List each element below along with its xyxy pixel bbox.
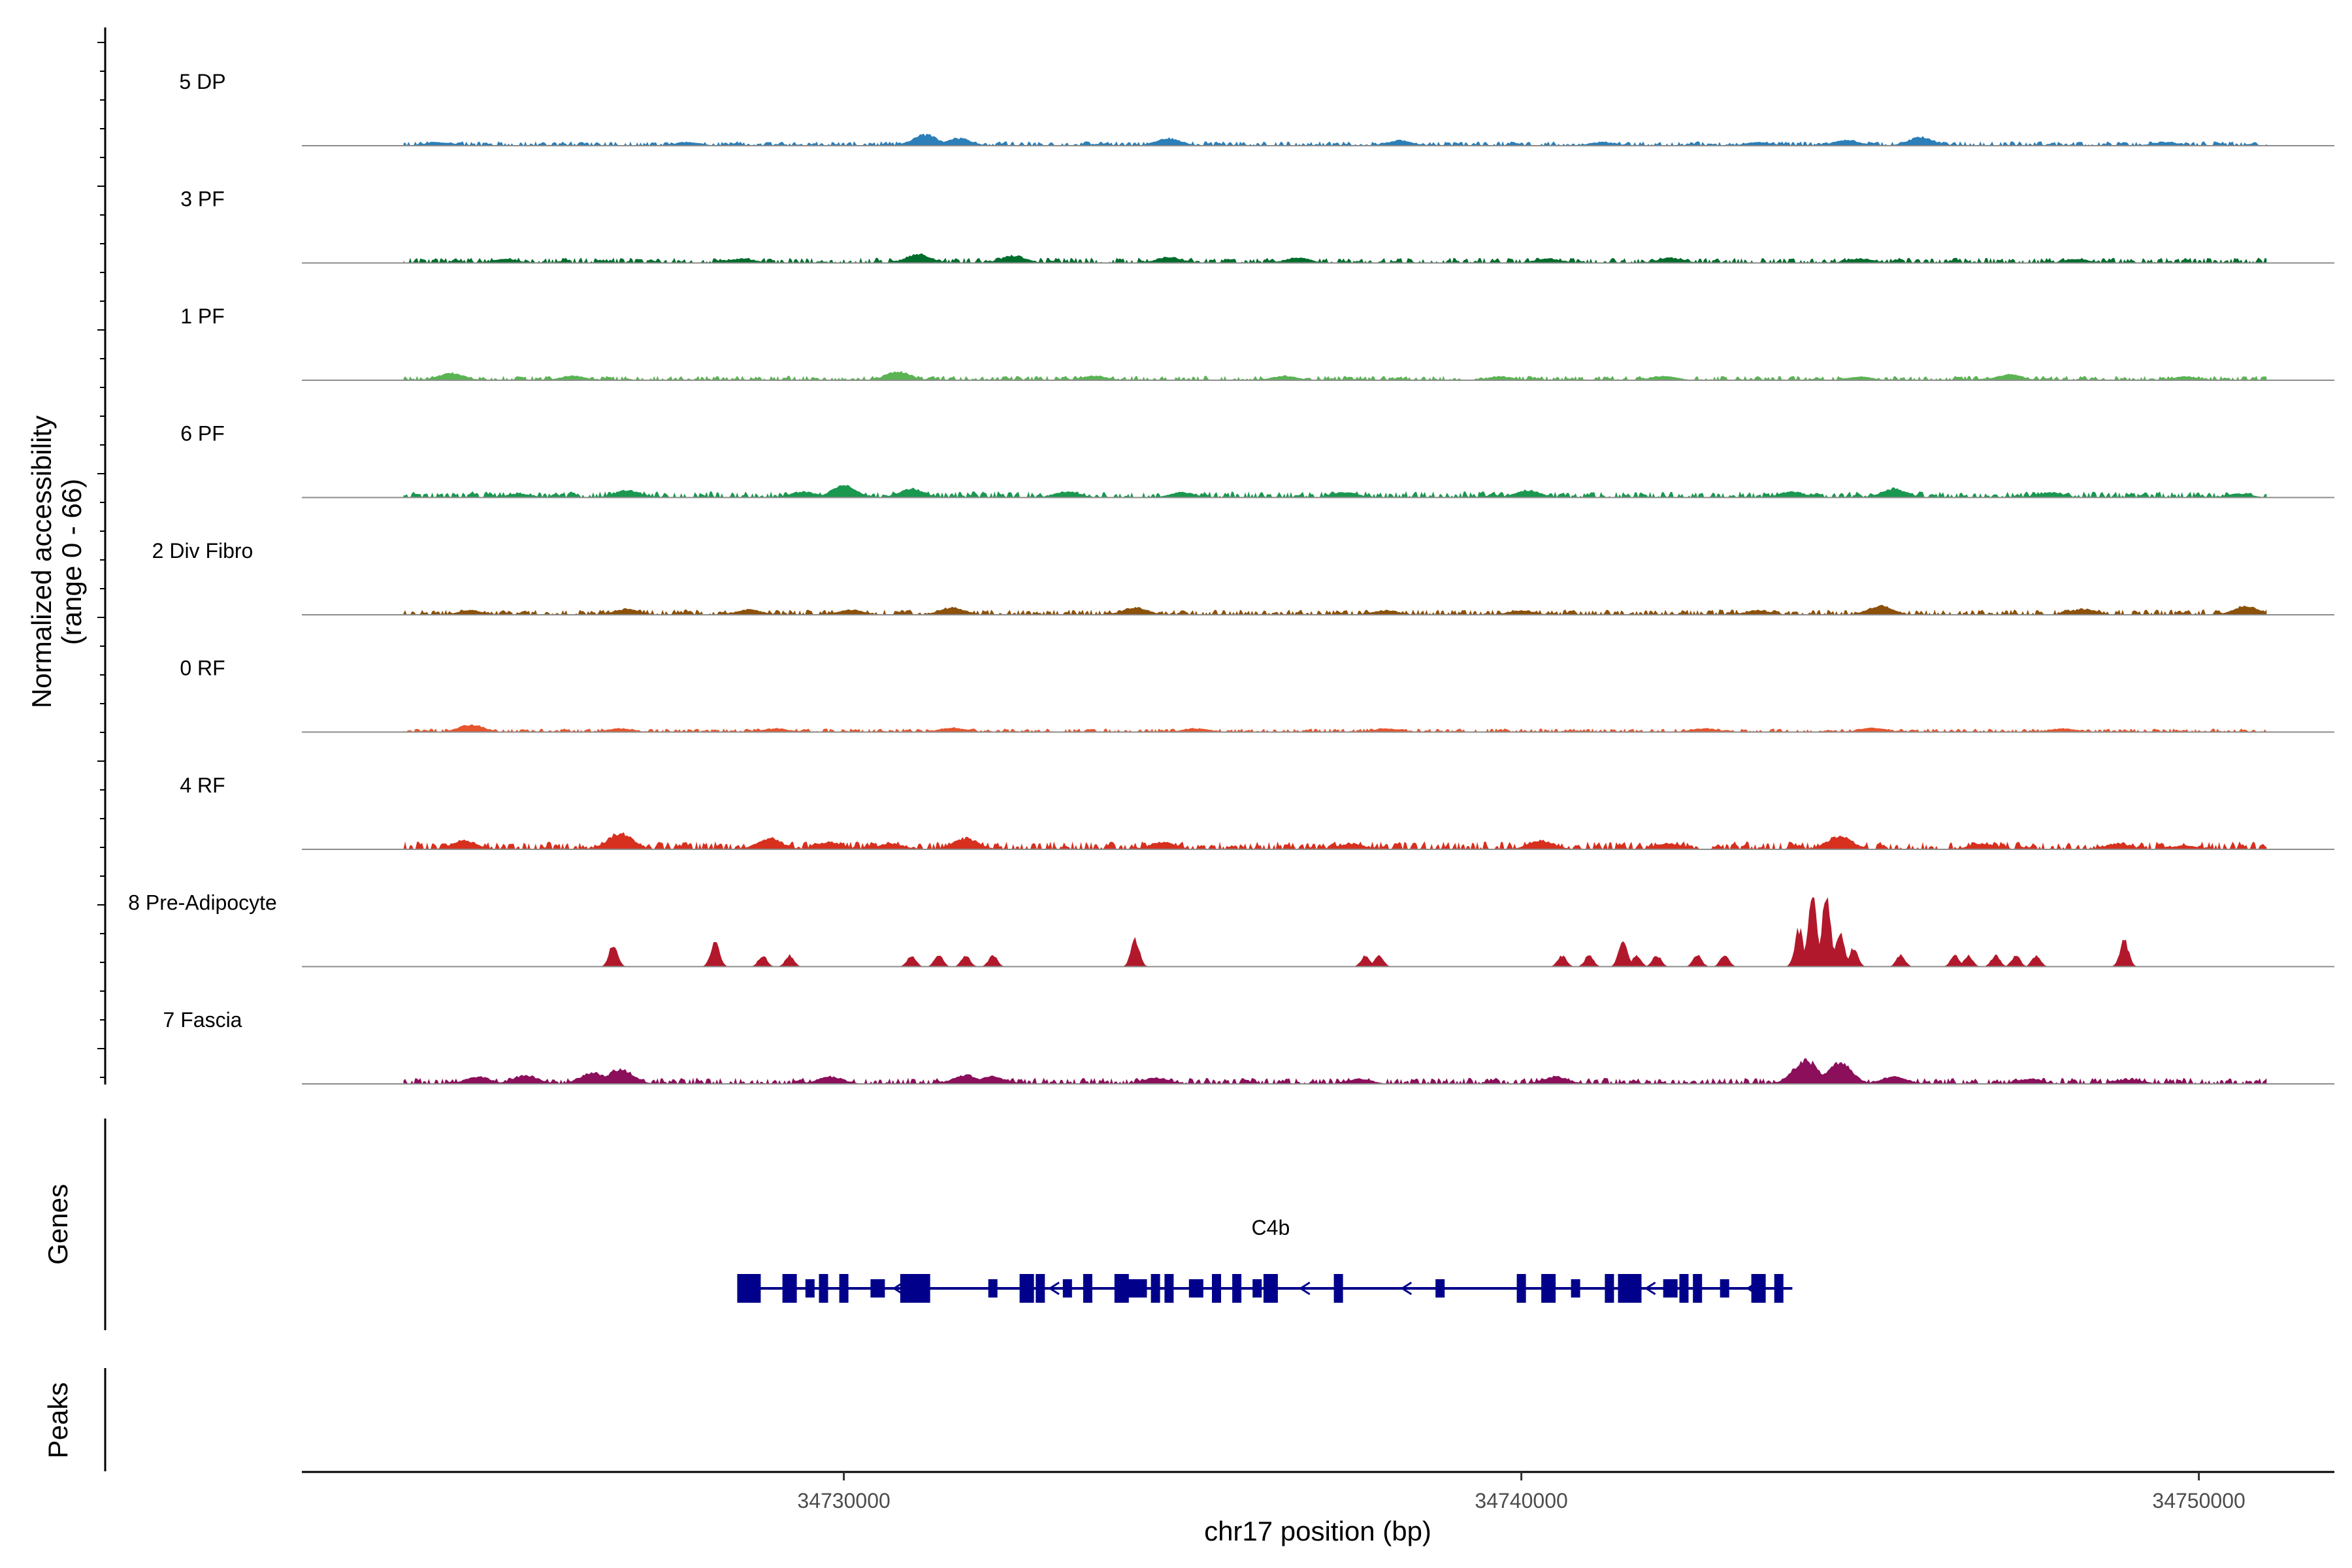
track-label: 1 PF [180, 304, 225, 328]
y-axis-title-line2: (range 0 - 66) [56, 479, 87, 645]
gene-exon [1774, 1274, 1784, 1303]
gene-exon [1571, 1279, 1580, 1298]
gene-exon [1036, 1274, 1045, 1303]
gene-exon [1212, 1274, 1221, 1303]
gene-exon [1435, 1279, 1445, 1298]
gene-exon [819, 1274, 828, 1303]
track-label: 3 PF [180, 188, 225, 211]
strand-arrow [1400, 1281, 1413, 1296]
y-axis-title-line1: Normalized accessibility [26, 416, 57, 708]
coverage-area [403, 485, 2267, 498]
gene-exon [1618, 1274, 1642, 1303]
track-label: 4 RF [180, 774, 225, 797]
x-axis-ticks: 34730000 34740000 34750000 [797, 1472, 2246, 1512]
gene-exon [1252, 1279, 1262, 1298]
gene-exon [1751, 1274, 1766, 1303]
gene-exon [839, 1274, 849, 1303]
gene-exon [1062, 1279, 1072, 1298]
x-tick-label: 34730000 [797, 1489, 890, 1512]
gene-exon [1679, 1274, 1689, 1303]
track-3: 6 PF [180, 422, 2334, 498]
track-label: 7 Fascia [163, 1008, 242, 1032]
track-label: 5 DP [179, 70, 225, 93]
gene-exon [988, 1279, 998, 1298]
gene-exon [1164, 1274, 1174, 1303]
coverage-area [403, 604, 2267, 615]
strand-arrow [892, 1281, 904, 1296]
x-tick-label: 34750000 [2152, 1489, 2245, 1512]
strand-arrow [1048, 1281, 1060, 1296]
gene-exon [1151, 1274, 1160, 1303]
gene-exon [1663, 1279, 1678, 1298]
gene-exon [1333, 1274, 1343, 1303]
track-7: 8 Pre-Adipocyte [128, 891, 2334, 968]
track-6: 4 RF [180, 774, 2334, 850]
gene-name-label: C4b [1252, 1216, 1290, 1239]
coverage-area [403, 133, 2267, 146]
gene-track: C4b [737, 1216, 1793, 1303]
track-8: 7 Fascia [163, 1008, 2334, 1085]
gene-exon [1516, 1274, 1526, 1303]
gene-exon [1693, 1274, 1703, 1303]
track-0: 5 DP [179, 70, 2334, 146]
gene-exon [1188, 1279, 1203, 1298]
gene-exon [870, 1279, 885, 1298]
track-label: 8 Pre-Adipocyte [128, 891, 277, 915]
gene-exon [737, 1274, 761, 1303]
x-axis-title: chr17 position (bp) [1204, 1516, 1431, 1546]
x-tick-label: 34740000 [1475, 1489, 1567, 1512]
gene-exon [906, 1274, 930, 1303]
track-2: 1 PF [180, 304, 2334, 381]
coverage-area [403, 724, 2267, 732]
gene-exon [805, 1279, 815, 1298]
coverage-axis-ticks [97, 42, 105, 1078]
coverage-area [403, 832, 2267, 849]
gene-exon [1720, 1279, 1729, 1298]
coverage-tracks: 5 DP 3 PF 1 PF 6 PF 2 Div Fibro 0 RF 4 RF 8 Pre… [128, 70, 2334, 1085]
gene-exon [1083, 1274, 1092, 1303]
peaks-panel-label: Peaks [42, 1382, 73, 1459]
coverage-area [403, 253, 2267, 263]
coverage-area [403, 897, 2267, 967]
gene-exon [1263, 1274, 1278, 1303]
coverage-area [403, 1058, 2267, 1084]
track-1: 3 PF [180, 188, 2334, 264]
coverage-area [403, 370, 2267, 380]
gene-exon [1605, 1274, 1614, 1303]
gene-exon [782, 1274, 797, 1303]
gene-exon [1232, 1274, 1242, 1303]
gene-exon [1019, 1274, 1034, 1303]
genes-panel-label: Genes [42, 1184, 73, 1265]
gene-exon [1123, 1279, 1147, 1298]
gene-exon [1541, 1274, 1556, 1303]
track-4: 2 Div Fibro [152, 539, 2334, 615]
track-label: 0 RF [180, 657, 225, 680]
track-label: 6 PF [180, 422, 225, 446]
track-label: 2 Div Fibro [152, 539, 253, 563]
strand-arrow [1298, 1281, 1311, 1296]
track-5: 0 RF [180, 657, 2334, 733]
strand-arrow [1644, 1281, 1656, 1296]
